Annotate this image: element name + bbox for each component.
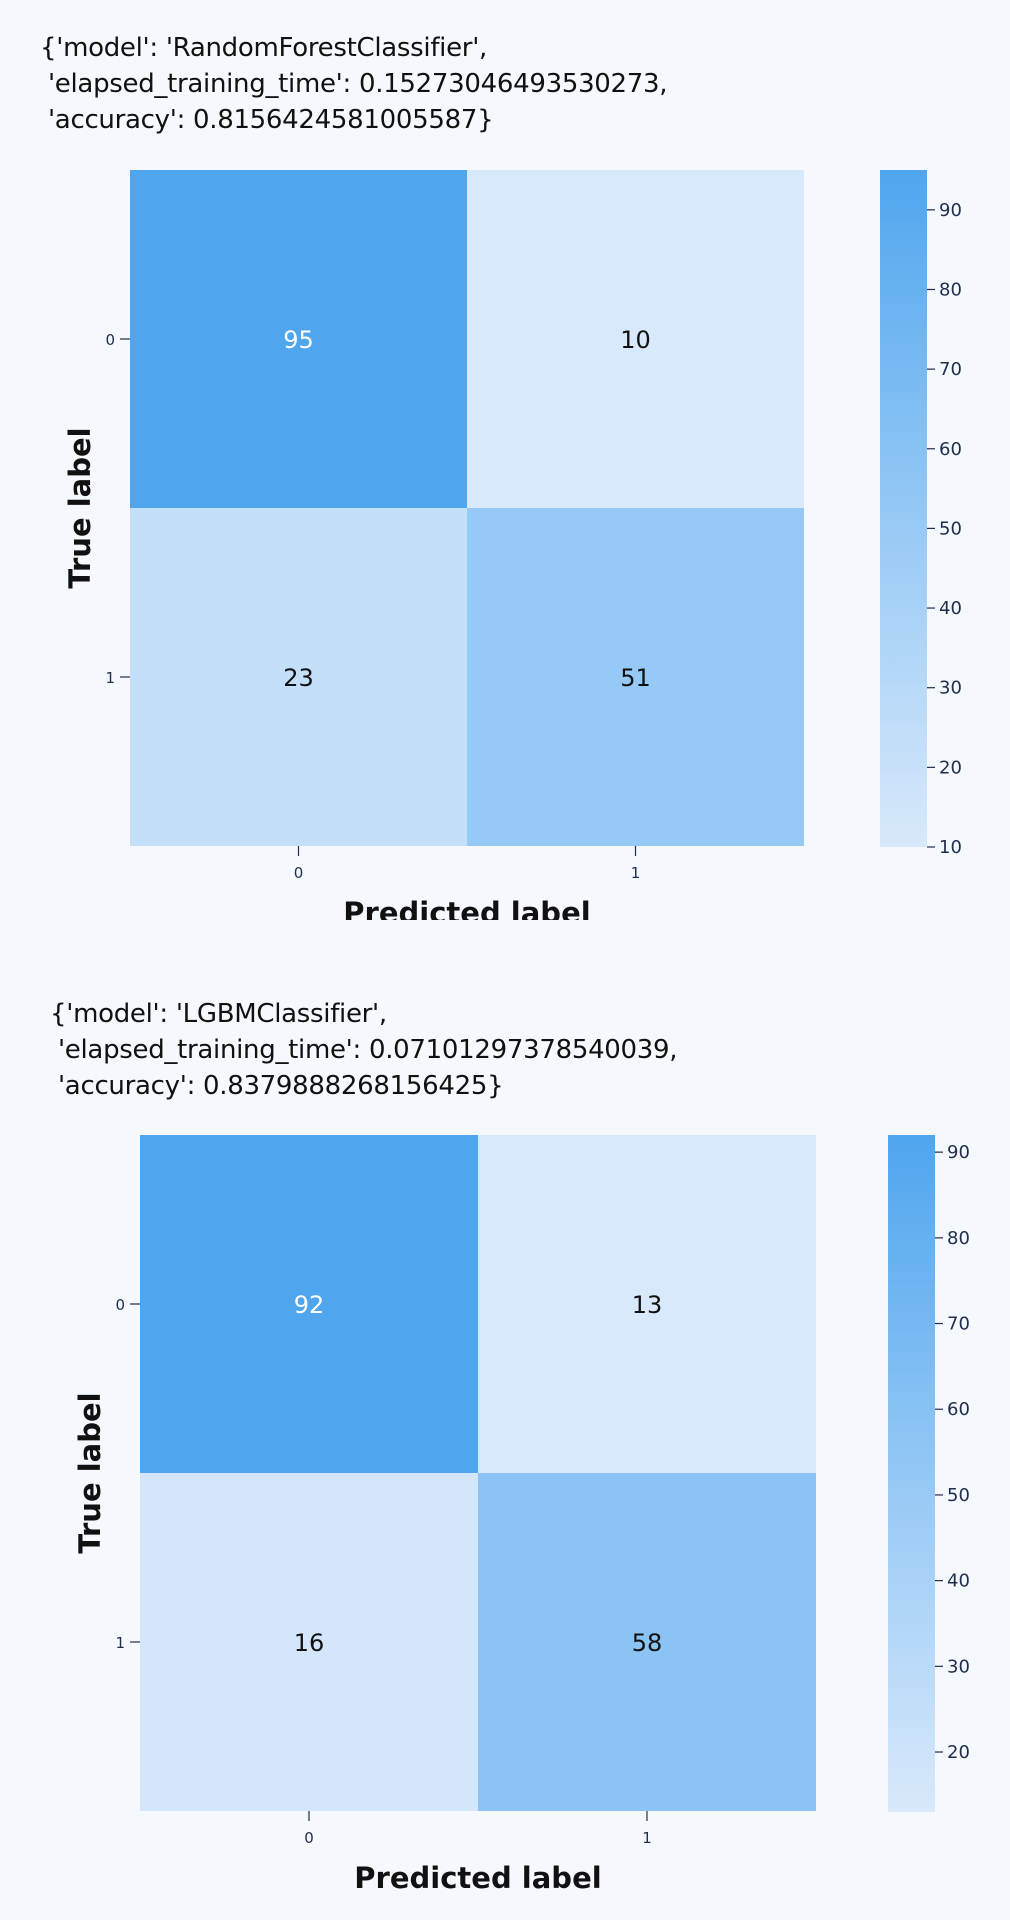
colorbar-tick-label-90: 90 bbox=[947, 1142, 970, 1163]
colorbar-tick-label-60: 60 bbox=[939, 439, 962, 460]
colorbar-tick-label-80: 80 bbox=[947, 1228, 970, 1249]
colorbar-tick-label-90: 90 bbox=[939, 200, 962, 221]
x-axis-title: Predicted label bbox=[343, 896, 590, 920]
colorbar bbox=[888, 1135, 935, 1812]
colorbar-tick-label-60: 60 bbox=[947, 1399, 970, 1420]
y-tick-label-1: 1 bbox=[105, 669, 115, 687]
cell-value-label-r0-c0: 95 bbox=[283, 326, 314, 354]
colorbar-tick-label-40: 40 bbox=[939, 598, 962, 619]
heatmap-cell-r0-c0 bbox=[130, 170, 467, 508]
heatmap-cell-r0-c1 bbox=[478, 1135, 816, 1473]
colorbar-tick-label-70: 70 bbox=[939, 359, 962, 380]
colorbar bbox=[880, 170, 927, 847]
heatmap-cell-r0-c1 bbox=[467, 170, 804, 508]
colorbar-tick-label-20: 20 bbox=[947, 1742, 970, 1763]
confusion-matrix-panel-1: {'model': 'RandomForestClassifier', 'ela… bbox=[40, 33, 962, 920]
heatmap-cell-r1-c1 bbox=[467, 508, 804, 846]
heatmap-cell-r1-c1 bbox=[478, 1473, 816, 1811]
cell-value-label-r1-c1: 51 bbox=[620, 664, 651, 692]
heatmap-cell-r1-c0 bbox=[140, 1473, 478, 1811]
colorbar-tick-label-70: 70 bbox=[947, 1314, 970, 1335]
model-info-text: {'model': 'LGBMClassifier', 'elapsed_tra… bbox=[50, 999, 678, 1101]
y-tick-label-0: 0 bbox=[105, 331, 115, 349]
colorbar-tick-label-10: 10 bbox=[939, 837, 962, 858]
cell-value-label-r0-c1: 10 bbox=[620, 326, 651, 354]
colorbar-tick-label-50: 50 bbox=[939, 518, 962, 539]
colorbar-tick-label-40: 40 bbox=[947, 1571, 970, 1592]
colorbar-tick-label-50: 50 bbox=[947, 1485, 970, 1506]
x-tick-label-0: 0 bbox=[304, 1829, 314, 1847]
confusion-matrix-panel-2: {'model': 'LGBMClassifier', 'elapsed_tra… bbox=[0, 960, 1010, 1920]
cell-value-label-r1-c0: 23 bbox=[283, 664, 314, 692]
heatmap-cell-r0-c0 bbox=[140, 1135, 478, 1473]
model-info-text: {'model': 'RandomForestClassifier', 'ela… bbox=[40, 33, 668, 135]
x-tick-label-1: 1 bbox=[642, 1829, 652, 1847]
cell-value-label-r0-c1: 13 bbox=[632, 1291, 663, 1319]
cell-value-label-r1-c1: 58 bbox=[632, 1629, 663, 1657]
cell-value-label-r0-c0: 92 bbox=[294, 1291, 325, 1319]
colorbar-tick-label-30: 30 bbox=[939, 678, 962, 699]
colorbar-tick-label-30: 30 bbox=[947, 1656, 970, 1677]
y-tick-label-1: 1 bbox=[115, 1634, 125, 1652]
x-tick-label-0: 0 bbox=[294, 864, 304, 882]
colorbar-tick-label-20: 20 bbox=[939, 757, 962, 778]
heatmap-cell-r1-c0 bbox=[130, 508, 467, 846]
x-axis-title: Predicted label bbox=[354, 1861, 601, 1895]
y-tick-label-0: 0 bbox=[115, 1296, 125, 1314]
cell-value-label-r1-c0: 16 bbox=[294, 1629, 325, 1657]
y-axis-title: True label bbox=[73, 1392, 107, 1553]
colorbar-tick-label-80: 80 bbox=[939, 279, 962, 300]
confusion-matrix-chart: 92 13 16 58 0 1 0 1 Predicted label True label 20 3… bbox=[73, 1135, 970, 1895]
x-tick-label-1: 1 bbox=[631, 864, 641, 882]
y-axis-title: True label bbox=[63, 427, 97, 588]
